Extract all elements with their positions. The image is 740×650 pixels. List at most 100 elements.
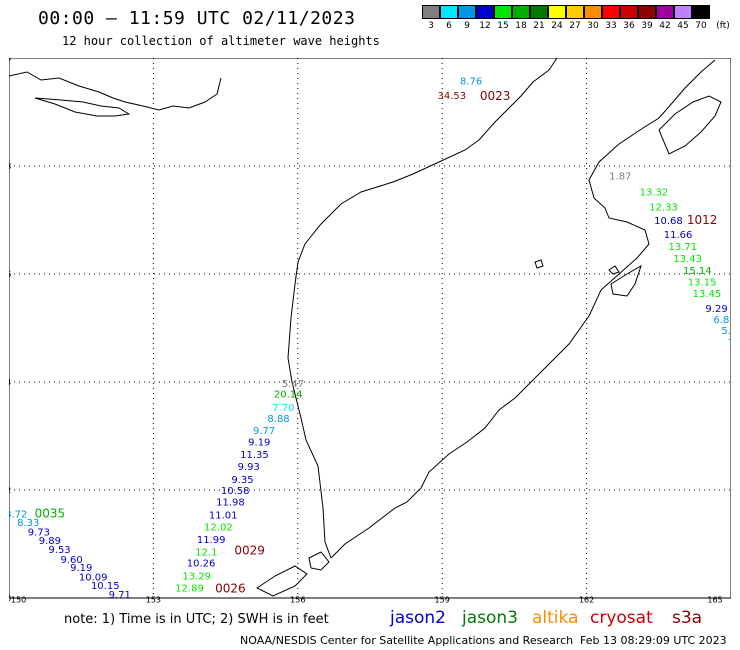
magadan-coast xyxy=(9,71,222,111)
legend-swatch-39 xyxy=(638,5,656,19)
wave-height-label: 12.1 xyxy=(195,547,217,558)
wave-height-label: 10.15 xyxy=(91,581,120,592)
satellite-jason3-label: jason3 xyxy=(462,608,518,628)
wave-height-label: 13.43 xyxy=(673,254,702,265)
wave-height-label: 9.73 xyxy=(28,527,50,538)
legend-label-12: 12 xyxy=(479,21,491,31)
legend-label-21: 21 xyxy=(533,21,545,31)
legend-swatch-36 xyxy=(620,5,638,19)
wave-height-label: 8.72 xyxy=(9,510,27,521)
legend-label-27: 27 xyxy=(569,21,581,31)
legend-unit: (ft) xyxy=(716,21,730,31)
wave-height-label: 8.88 xyxy=(267,414,289,425)
wave-height-label: 15.14 xyxy=(683,266,712,277)
legend-label-30: 30 xyxy=(587,21,599,31)
credit-text: NOAA/NESDIS Center for Satellite Applica… xyxy=(240,634,574,647)
pass-time-label: 0026 xyxy=(215,582,246,596)
kamchatskiy-peninsula xyxy=(610,264,642,297)
wave-height-label: 5.47 xyxy=(282,379,304,390)
wave-height-label: 10.09 xyxy=(79,573,108,584)
wave-height-label: 9.89 xyxy=(39,536,61,547)
coastline xyxy=(9,58,722,597)
x-tick-165: 165 xyxy=(707,596,722,604)
shumshu-island xyxy=(308,551,330,571)
legend-swatch-15 xyxy=(494,5,512,19)
legend-label-3: 3 xyxy=(428,21,434,31)
kamchatka-west-coast xyxy=(287,58,558,559)
legend-swatch-18 xyxy=(512,5,530,19)
legend-swatch-45 xyxy=(674,5,692,19)
y-tick-58: 58 xyxy=(9,162,11,171)
map-title: 00:00 – 11:59 UTC 02/11/2023 xyxy=(38,8,356,29)
x-tick-156: 156 xyxy=(290,596,305,604)
wave-height-label: 11.01 xyxy=(209,511,238,522)
wave-height-label: 8.33 xyxy=(17,518,39,529)
satellite-s3a-label: s3a xyxy=(672,608,703,628)
wave-height-label: 1.87 xyxy=(609,172,631,183)
legend-swatch-27 xyxy=(566,5,584,19)
legend-labels: 3 6 9 12 15 18 21 24 27 30 33 36 39 42 45 70 (ft) xyxy=(422,21,736,31)
pass-time-label: 0035 xyxy=(35,507,66,521)
footer-note: note: 1) Time is in UTC; 2) SWH is in fe… xyxy=(64,612,329,627)
wave-height-label: 12.02 xyxy=(204,523,233,534)
y-tick-50: 50 xyxy=(9,594,11,603)
wave-height-label: 34.53 xyxy=(438,91,467,102)
pass-time-label: 0029 xyxy=(234,543,265,557)
legend-label-9: 9 xyxy=(464,21,470,31)
wave-height-label: 8.76 xyxy=(460,76,482,87)
legend-label-45: 45 xyxy=(677,21,689,31)
legend-swatch-70 xyxy=(692,5,710,19)
wave-height-label: 12.89 xyxy=(175,584,204,595)
legend-label-33: 33 xyxy=(605,21,617,31)
wave-height-label: 7.70 xyxy=(272,403,294,414)
wave-height-label: 10.68 xyxy=(654,216,683,227)
satellite-cryosat-label: cryosat xyxy=(590,608,653,628)
islet-2 xyxy=(608,265,620,275)
legend-swatch-3 xyxy=(422,5,440,19)
map-subtitle: 12 hour collection of altimeter wave hei… xyxy=(62,34,380,48)
wave-height-label: 9.60 xyxy=(60,555,82,566)
x-tick-150: 150 xyxy=(11,596,26,604)
y-tick-54: 54 xyxy=(9,378,11,387)
paramushir-island xyxy=(256,565,308,597)
legend-label-24: 24 xyxy=(551,21,563,31)
wave-height-label: 6.8 xyxy=(713,315,729,326)
wave-height-label: 13.71 xyxy=(669,242,698,253)
kamchatka-east-coast xyxy=(330,59,716,559)
wave-height-label: 11.99 xyxy=(197,535,226,546)
legend-color-bar xyxy=(422,5,736,19)
x-tick-159: 159 xyxy=(435,596,450,604)
legend-label-39: 39 xyxy=(641,21,653,31)
wave-height-label: 9.93 xyxy=(238,462,260,473)
observation-labels: 8.76 34.53 0023 1.87 13.32 12.33 10.68 1012 11.6… xyxy=(9,76,731,601)
wave-height-label: 9.35 xyxy=(231,475,253,486)
wave-height-label: 10.58 xyxy=(221,486,250,497)
color-legend: 3 6 9 12 15 18 21 24 27 30 33 36 39 42 45 70 (ft) xyxy=(422,5,736,31)
generated-timestamp: Feb 13 08:29:09 UTC 2023 xyxy=(580,634,727,647)
wave-height-label: 13.32 xyxy=(640,188,669,199)
satellite-jason2-label: jason2 xyxy=(390,608,446,628)
wave-height-label: 10.26 xyxy=(187,559,216,570)
legend-label-18: 18 xyxy=(515,21,527,31)
wave-height-label: 11.35 xyxy=(240,450,269,461)
wave-height-label: 13.45 xyxy=(693,289,722,300)
wave-height-label: 9.53 xyxy=(48,545,70,556)
legend-swatch-12 xyxy=(476,5,494,19)
legend-swatch-24 xyxy=(548,5,566,19)
wave-height-label: 20.14 xyxy=(274,390,303,401)
pass-time-label: 0023 xyxy=(480,89,511,103)
legend-label-6: 6 xyxy=(446,21,452,31)
x-tick-153: 153 xyxy=(146,596,161,604)
wave-height-label: 11.98 xyxy=(216,498,245,509)
legend-label-15: 15 xyxy=(497,21,509,31)
legend-swatch-42 xyxy=(656,5,674,19)
y-tick-60: 60 xyxy=(9,58,11,63)
karaginsky-island xyxy=(658,95,722,155)
legend-swatch-9 xyxy=(458,5,476,19)
koni-peninsula xyxy=(34,97,131,117)
wave-height-label: 13.15 xyxy=(688,277,717,288)
legend-label-70: 70 xyxy=(695,21,707,31)
wave-height-label: 9.77 xyxy=(253,426,275,437)
wave-height-label: 13.29 xyxy=(182,572,211,583)
legend-swatch-6 xyxy=(440,5,458,19)
